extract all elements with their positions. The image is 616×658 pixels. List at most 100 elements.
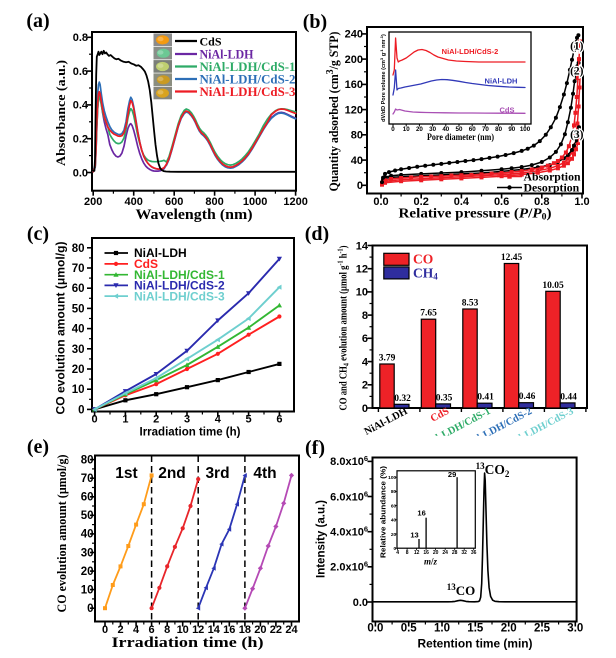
svg-text:200: 200 xyxy=(345,54,363,66)
svg-text:16: 16 xyxy=(417,509,425,518)
svg-text:4: 4 xyxy=(362,356,369,368)
svg-text:40: 40 xyxy=(391,518,397,524)
svg-text:NiAl-LDH/CdS-2: NiAl-LDH/CdS-2 xyxy=(134,279,225,293)
svg-text:0.35: 0.35 xyxy=(436,393,453,403)
svg-text:0: 0 xyxy=(357,180,363,192)
svg-text:dV/dD Pore volume (cm3 g-1 nm-: dV/dD Pore volume (cm3 g-1 nm-1) xyxy=(379,34,387,122)
svg-text:7.65: 7.65 xyxy=(420,309,437,319)
svg-text:6: 6 xyxy=(149,624,155,636)
svg-text:14: 14 xyxy=(208,624,221,636)
svg-text:NiAl-LDH/CdS-3: NiAl-LDH/CdS-3 xyxy=(134,289,225,303)
svg-text:(d): (d) xyxy=(305,223,329,245)
svg-text:CdS: CdS xyxy=(200,37,222,49)
svg-text:(c): (c) xyxy=(27,223,49,245)
svg-text:40: 40 xyxy=(72,324,85,336)
svg-text:12.45: 12.45 xyxy=(501,253,523,263)
svg-text:2: 2 xyxy=(362,380,368,392)
svg-text:0.0: 0.0 xyxy=(373,196,388,208)
svg-text:(e): (e) xyxy=(27,436,49,458)
svg-text:6: 6 xyxy=(276,414,282,426)
svg-text:(1): (1) xyxy=(570,40,584,52)
svg-text:10: 10 xyxy=(403,126,410,133)
svg-text:0.8: 0.8 xyxy=(534,196,549,208)
svg-text:Absorbance (a.u.): Absorbance (a.u.) xyxy=(53,60,68,166)
svg-text:m/z: m/z xyxy=(424,557,438,567)
svg-text:3: 3 xyxy=(184,414,190,426)
svg-text:20: 20 xyxy=(72,364,85,376)
svg-text:60: 60 xyxy=(391,503,397,509)
svg-text:16: 16 xyxy=(423,550,429,556)
svg-text:28: 28 xyxy=(452,550,458,556)
svg-text:0: 0 xyxy=(394,546,397,552)
svg-text:Desorption: Desorption xyxy=(524,181,580,195)
svg-text:90: 90 xyxy=(508,126,515,133)
svg-text:10: 10 xyxy=(356,287,368,299)
svg-text:8: 8 xyxy=(164,624,170,636)
svg-text:12: 12 xyxy=(414,550,420,556)
svg-text:18: 18 xyxy=(239,624,251,636)
svg-text:2.0: 2.0 xyxy=(501,623,517,635)
svg-text:0.41: 0.41 xyxy=(477,393,494,403)
svg-text:100: 100 xyxy=(520,126,531,133)
svg-text:CO evolution amount (μmol/g): CO evolution amount (μmol/g) xyxy=(55,455,69,613)
svg-text:Quantity adsorbed (cm3/g STP): Quantity adsorbed (cm3/g STP) xyxy=(325,32,341,192)
svg-text:1.0: 1.0 xyxy=(574,196,589,208)
svg-text:24: 24 xyxy=(442,550,448,556)
svg-text:30: 30 xyxy=(81,547,94,559)
svg-text:0.32: 0.32 xyxy=(394,394,411,404)
svg-text:0.0: 0.0 xyxy=(353,597,368,609)
svg-text:Absorption: Absorption xyxy=(524,170,581,184)
svg-text:12: 12 xyxy=(192,624,204,636)
svg-text:10.05: 10.05 xyxy=(542,281,564,291)
svg-text:8: 8 xyxy=(406,550,409,556)
svg-text:240: 240 xyxy=(345,29,363,41)
svg-text:0.6: 0.6 xyxy=(73,66,88,78)
svg-text:(b): (b) xyxy=(303,11,327,33)
svg-text:20: 20 xyxy=(81,566,94,578)
svg-text:70: 70 xyxy=(482,126,489,133)
svg-text:0.0: 0.0 xyxy=(367,623,383,635)
svg-text:22: 22 xyxy=(270,624,282,636)
svg-text:1: 1 xyxy=(122,414,128,426)
svg-text:CH4: CH4 xyxy=(413,266,438,282)
svg-text:0: 0 xyxy=(78,404,84,416)
svg-text:36: 36 xyxy=(471,550,477,556)
svg-text:60: 60 xyxy=(72,283,85,295)
svg-text:200: 200 xyxy=(84,196,102,208)
svg-text:NiAl-LDH/CdS-1: NiAl-LDH/CdS-1 xyxy=(200,59,296,74)
svg-text:12: 12 xyxy=(356,264,368,276)
svg-text:NiAl-LDH: NiAl-LDH xyxy=(200,47,254,62)
svg-text:3rd: 3rd xyxy=(205,465,229,482)
svg-text:70: 70 xyxy=(81,473,94,485)
svg-text:32: 32 xyxy=(461,550,467,556)
svg-text:0.6: 0.6 xyxy=(494,196,509,208)
svg-text:CdS: CdS xyxy=(500,106,515,115)
svg-text:30: 30 xyxy=(429,126,436,133)
svg-text:0: 0 xyxy=(391,126,395,133)
svg-text:0.44: 0.44 xyxy=(560,392,577,402)
svg-text:80: 80 xyxy=(495,126,502,133)
svg-text:20: 20 xyxy=(433,550,439,556)
svg-text:0.46: 0.46 xyxy=(519,392,536,402)
svg-text:0.2: 0.2 xyxy=(73,134,88,146)
svg-text:CdS: CdS xyxy=(134,257,158,271)
svg-text:1000: 1000 xyxy=(243,196,267,208)
svg-text:Pore diameter (nm): Pore diameter (nm) xyxy=(427,132,494,142)
svg-text:1.0: 1.0 xyxy=(434,623,450,635)
svg-text:0.5: 0.5 xyxy=(401,623,418,635)
svg-text:60: 60 xyxy=(81,492,94,504)
svg-text:70: 70 xyxy=(72,263,85,275)
svg-text:1.5: 1.5 xyxy=(467,623,484,635)
svg-text:NiAl-LDH/CdS-3: NiAl-LDH/CdS-3 xyxy=(200,84,296,99)
svg-text:80: 80 xyxy=(351,130,363,142)
svg-text:400: 400 xyxy=(125,196,143,208)
svg-text:29: 29 xyxy=(448,470,456,479)
svg-text:(2): (2) xyxy=(570,66,584,78)
svg-text:0: 0 xyxy=(92,414,98,426)
svg-text:50: 50 xyxy=(72,303,85,315)
svg-text:50: 50 xyxy=(456,126,463,133)
svg-text:NiAl-LDH/CdS-2: NiAl-LDH/CdS-2 xyxy=(442,47,499,56)
svg-text:0: 0 xyxy=(102,624,108,636)
svg-text:100: 100 xyxy=(388,475,396,481)
svg-text:(a): (a) xyxy=(26,10,49,32)
